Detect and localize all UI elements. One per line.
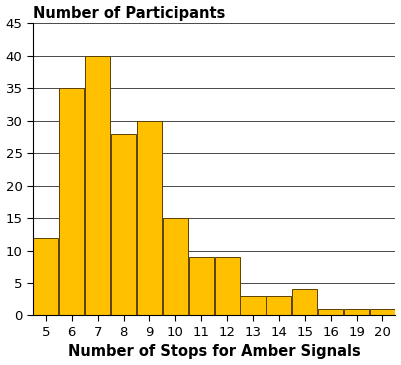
Bar: [370, 309, 395, 315]
Bar: [189, 257, 214, 315]
Bar: [163, 218, 188, 315]
Text: Number of Participants: Number of Participants: [33, 5, 225, 20]
Bar: [137, 120, 162, 315]
Bar: [344, 309, 369, 315]
X-axis label: Number of Stops for Amber Signals: Number of Stops for Amber Signals: [68, 345, 360, 360]
Bar: [33, 238, 59, 315]
Bar: [111, 134, 136, 315]
Bar: [266, 296, 292, 315]
Bar: [215, 257, 240, 315]
Bar: [241, 296, 265, 315]
Bar: [85, 55, 110, 315]
Bar: [318, 309, 343, 315]
Bar: [59, 88, 84, 315]
Bar: [292, 289, 317, 315]
